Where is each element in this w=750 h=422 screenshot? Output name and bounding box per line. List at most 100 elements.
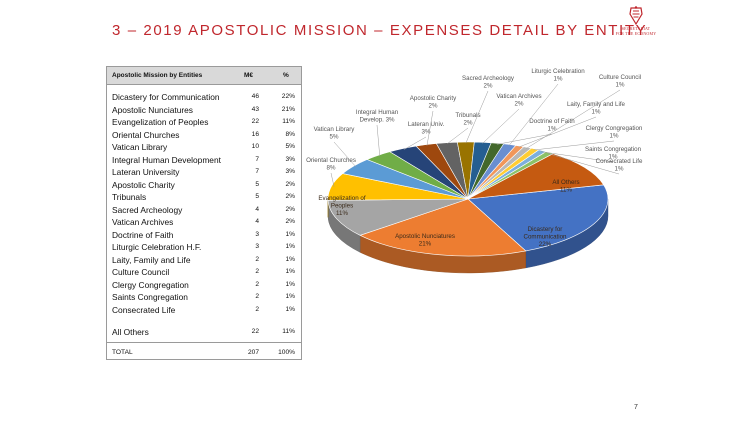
leader-line [518,116,597,148]
table-row-name: Consecrated Life [112,304,176,315]
leader-line [426,110,434,146]
table-row-amount: 5 [255,193,259,200]
table-row-amount: 2 [255,280,259,288]
leader-line [540,151,614,163]
table-row-pct: 21% [281,105,295,113]
table-row-name: Dicastery for Communication [112,92,220,102]
table-row-pct: 3% [285,168,295,175]
table-row-name: Oriental Churches [112,129,180,140]
table-row-name: Evangelization of Peoples [112,117,209,127]
page-number: 7 [634,404,638,411]
logo-line-1: SECRETARIAT [621,26,651,31]
table-row-amount: 22 [251,328,259,335]
leader-line [547,153,620,175]
table-row-name: Tribunals [112,192,147,202]
slice-label: Saints Congregation 1% [585,146,642,161]
table-row-name: Lateran University [112,167,180,177]
table-row-amount: 16 [251,130,259,138]
leader-line [376,124,381,157]
logo-line-2: FOR THE ECONOMY [615,31,657,36]
table-row-pct: 1% [285,280,295,288]
pie-slice [467,153,605,200]
table-row-name: Integral Human Development [112,154,221,165]
table-row-pct: 1% [285,243,295,250]
table-row-amount: 2 [255,305,259,313]
table-row-amount: 22 [251,118,259,125]
table-row-name: Laity, Family and Life [112,254,191,265]
leader-line [526,89,621,149]
table-row-name: Doctrine of Faith [112,229,174,240]
slice-label: Consecrated Life 1% [596,158,643,173]
table-row-name: Vatican Archives [112,217,174,227]
slice-label: Evangelization of Peoples 11% [318,195,365,217]
table-row-pct: 3% [285,155,295,163]
slice-label: Apostolic Charity 2% [410,95,457,110]
table-row-pct: 1% [285,305,295,313]
table-row-name: All Others [112,327,149,337]
slice-label: Culture Council 1% [599,74,641,89]
table-row-name: Sacred Archeology [112,204,183,215]
header-amount: M€ [244,72,254,79]
slice-label: Doctrine of Faith 1% [529,118,575,133]
leader-line [533,140,615,151]
table-row-amount: 4 [255,205,259,213]
table-row-pct: 5% [285,143,295,150]
slice-label: Dicastery for Communication 22% [524,226,568,248]
table-row-pct: 2% [285,193,295,200]
slice-label: Laity, Family and Life 1% [567,101,626,116]
table-row-amount: 10 [251,143,259,150]
table-row-amount: 3 [255,230,259,238]
table-row-pct: 2% [285,218,295,225]
slide-title: 3 – 2019 APOSTOLIC MISSION – EXPENSES DE… [112,22,648,39]
total-pct: 100% [278,349,295,356]
table-row-pct: 1% [285,255,295,263]
slice-label: Liturgic Celebration 1% [531,68,585,83]
table-row-amount: 46 [251,93,259,100]
table-row-amount: 2 [255,293,259,300]
total-label: TOTAL [112,349,133,356]
slice-label: Lateran Univ. 3% [408,121,445,136]
table-row-pct: 2% [285,205,295,213]
leader-line [508,83,559,146]
table-row-amount: 43 [251,105,259,113]
leader-line [482,108,520,144]
table-row-name: Culture Council [112,267,170,277]
table-row-name: Apostolic Nunciatures [112,104,193,115]
header-entity: Apostolic Mission by Entities [112,72,203,79]
table-row-name: Saints Congregation [112,292,188,302]
papal-crest-icon [629,6,643,26]
table-row-pct: 1% [285,230,295,238]
leader-line [403,136,427,150]
table-row-amount: 2 [255,255,259,263]
expenses-table: Apostolic Mission by Entities M€ % Dicas… [106,66,302,360]
leader-line [496,133,553,145]
leader-line [330,172,335,187]
slice-label: Apostolic Nunciatures 21% [395,233,455,248]
slice-label: Integral Human Develop. 3% [356,109,399,124]
table-row-pct: 2% [285,180,295,188]
header-pct: % [283,72,289,79]
slice-label: Oriental Churches 8% [306,157,356,172]
slice-label: All Others 11% [552,179,579,194]
pie-slice [467,184,609,252]
table-row-pct: 1% [285,293,295,300]
leader-line [465,90,489,144]
table-row-amount: 4 [255,218,259,225]
table-row-pct: 22% [281,93,295,100]
table-row-pct: 8% [285,130,295,138]
table-row-amount: 2 [255,268,259,275]
table-row-amount: 5 [255,180,259,188]
table-row-name: Clergy Congregation [112,279,189,290]
table-row-pct: 1% [285,268,295,275]
total-amount: 207 [247,349,259,356]
slice-label: Vatican Archives 2% [496,93,541,108]
slice-label: Sacred Archeology 2% [462,75,515,90]
slice-label: Vatican Library 5% [314,126,356,141]
table-row-name: Apostolic Charity [112,179,175,190]
table-row-pct: 11% [282,328,295,335]
total-divider [107,342,301,343]
pie-slice [327,198,469,236]
table-row-name: Liturgic Celebration H.F. [112,242,202,252]
table-row-amount: 7 [255,155,259,163]
slice-label: Tribunals 2% [455,112,480,127]
